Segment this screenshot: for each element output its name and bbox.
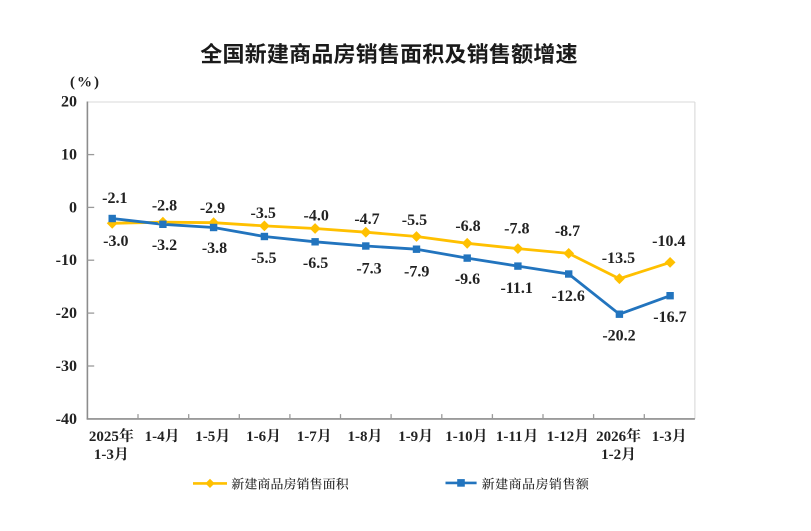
svg-text:-3.8: -3.8	[202, 240, 227, 257]
svg-text:1-2: 1-2	[601, 447, 621, 463]
svg-text:-9.6: -9.6	[455, 271, 480, 288]
svg-text:-7.3: -7.3	[356, 260, 381, 277]
svg-text:1-12: 1-12	[547, 429, 575, 445]
svg-text:-16.7: -16.7	[653, 309, 686, 326]
svg-text:-4.7: -4.7	[354, 211, 379, 228]
svg-text:1-10: 1-10	[445, 429, 473, 445]
svg-text:10: 10	[61, 147, 77, 164]
svg-text:1-7: 1-7	[297, 429, 317, 445]
svg-text:-6.8: -6.8	[455, 218, 480, 235]
svg-text:-3.0: -3.0	[103, 233, 128, 250]
svg-text:1-9: 1-9	[398, 429, 418, 445]
svg-text:2025: 2025	[89, 429, 119, 445]
svg-text:-2.1: -2.1	[102, 190, 127, 207]
svg-text:1-8: 1-8	[348, 429, 368, 445]
svg-text:-2.9: -2.9	[200, 200, 225, 217]
svg-text:0: 0	[69, 199, 77, 216]
svg-text:-8.7: -8.7	[555, 223, 580, 240]
svg-text:-20.2: -20.2	[602, 327, 635, 344]
svg-text:-6.5: -6.5	[303, 255, 328, 272]
svg-text:20: 20	[61, 94, 77, 111]
svg-text:-10.4: -10.4	[652, 233, 685, 250]
svg-text:2026: 2026	[596, 429, 627, 445]
svg-text:-40: -40	[56, 411, 77, 428]
svg-text:-3.2: -3.2	[152, 237, 177, 254]
svg-text:1-11: 1-11	[496, 429, 523, 445]
svg-text:-11.1: -11.1	[500, 280, 532, 297]
svg-text:-3.5: -3.5	[251, 205, 276, 222]
svg-text:-7.9: -7.9	[404, 264, 429, 281]
svg-text:-4.0: -4.0	[304, 207, 329, 224]
svg-text:(%): (%)	[70, 74, 101, 90]
svg-text:1-5: 1-5	[195, 429, 215, 445]
svg-text:-13.5: -13.5	[602, 250, 635, 267]
svg-text:1-4: 1-4	[145, 429, 165, 445]
svg-text:-30: -30	[56, 358, 77, 375]
svg-text:1-3: 1-3	[652, 429, 672, 445]
svg-text:-10: -10	[56, 252, 77, 269]
svg-text:-12.6: -12.6	[552, 288, 585, 305]
svg-text:1-6: 1-6	[246, 429, 266, 445]
svg-text:-2.8: -2.8	[152, 197, 177, 214]
svg-text:1-3: 1-3	[94, 447, 114, 463]
svg-text:-5.5: -5.5	[251, 250, 276, 267]
svg-text:-20: -20	[56, 305, 77, 322]
svg-text:-7.8: -7.8	[504, 220, 529, 237]
svg-text:-5.5: -5.5	[402, 212, 427, 229]
